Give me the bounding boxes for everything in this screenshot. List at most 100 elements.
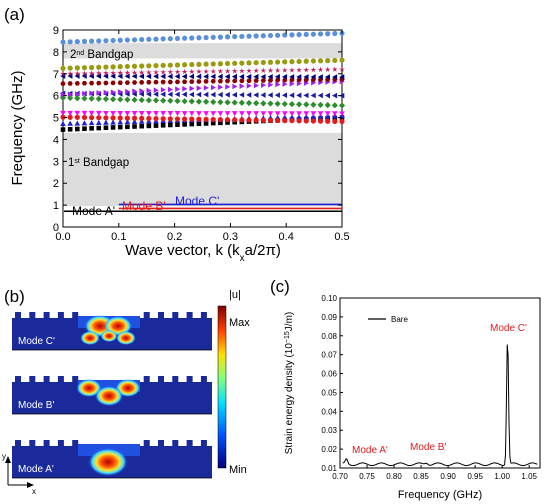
band-point — [325, 31, 331, 37]
band-point — [224, 78, 231, 84]
band-point — [139, 80, 145, 85]
panel-b-label: (b) — [4, 287, 25, 306]
band-point — [160, 79, 166, 85]
band-point — [253, 67, 260, 74]
mode-c-label: Mode C' — [175, 194, 219, 208]
legend-label: Bare — [391, 315, 408, 324]
band-point — [217, 68, 224, 74]
band-point — [217, 91, 223, 98]
band-point — [95, 119, 102, 125]
band-point — [110, 89, 116, 96]
band-point — [267, 59, 274, 65]
band-point — [332, 30, 338, 37]
band-point — [188, 91, 195, 98]
band-point — [117, 80, 123, 85]
band-point — [81, 65, 88, 71]
band-point — [153, 123, 159, 128]
band-point — [246, 117, 252, 123]
band-point — [332, 74, 338, 80]
band-point — [332, 92, 338, 99]
band-point — [238, 99, 245, 106]
band-point — [338, 102, 346, 109]
band-point — [260, 117, 266, 123]
band-point — [96, 115, 102, 121]
y-tick-label: 5 — [53, 113, 59, 125]
band-point — [124, 96, 131, 103]
band-point — [232, 34, 238, 40]
band-point — [339, 118, 345, 125]
band-point — [146, 80, 152, 85]
c-y-tick-label: 0.10 — [321, 294, 337, 303]
band-point — [138, 73, 144, 80]
band-point — [332, 118, 338, 124]
band-point — [281, 111, 288, 117]
band-point — [60, 81, 66, 86]
band-point — [103, 89, 109, 96]
band-point — [296, 32, 302, 38]
band-point — [95, 95, 102, 102]
band-point — [189, 85, 195, 92]
y-tick-label: 2 — [53, 178, 59, 190]
band-point — [139, 63, 145, 69]
band-point — [117, 89, 124, 95]
band-point — [60, 127, 66, 132]
y-tick-label: 0 — [53, 222, 59, 234]
band-point — [239, 33, 245, 40]
band-point — [317, 101, 324, 109]
panel-c-frame — [339, 297, 541, 469]
band-point — [103, 119, 109, 125]
y-tick-label: 7 — [53, 69, 59, 81]
band-point — [146, 123, 152, 129]
band-point — [253, 60, 259, 66]
bandgap-1-label: 1st Bandgap — [68, 157, 129, 169]
band-point — [282, 81, 288, 87]
band-point — [274, 111, 281, 117]
c-y-tick-label: 0.03 — [321, 426, 337, 435]
band-point — [303, 118, 309, 124]
band-point — [253, 92, 259, 98]
colorbar-min-label: Min — [229, 464, 247, 476]
band-point — [145, 97, 152, 104]
band-point — [203, 91, 209, 98]
band-point — [153, 63, 159, 69]
band-point — [160, 122, 166, 128]
band-point — [303, 114, 310, 120]
c-x-tick-label: 0.80 — [386, 472, 402, 481]
bandgap-region-1 — [63, 132, 342, 207]
band-point — [210, 98, 217, 106]
band-point — [110, 115, 116, 121]
band-point — [281, 74, 288, 80]
band-point — [282, 117, 288, 124]
displacement-hotspot — [76, 379, 102, 397]
displacement-hotspot — [116, 331, 136, 345]
mode-shape-3: Mode A' — [12, 440, 212, 479]
colorbar-max-label: Max — [229, 317, 250, 329]
x-tick-label: 0.0 — [55, 231, 70, 243]
band-point — [117, 96, 124, 103]
band-point — [188, 98, 195, 105]
x-tick-label: 0.3 — [223, 231, 238, 243]
band-point — [160, 111, 166, 117]
band-point — [339, 74, 345, 80]
band-point — [253, 117, 259, 123]
band-point — [124, 119, 131, 125]
band-point — [196, 121, 202, 127]
band-point — [146, 111, 152, 117]
band-point — [174, 35, 181, 42]
c-x-tick-label: 0.75 — [359, 472, 375, 481]
band-point — [253, 33, 259, 39]
band-point — [131, 91, 137, 97]
band-point — [146, 36, 152, 42]
band-point — [282, 59, 288, 65]
band-point — [267, 67, 274, 74]
band-series-5 — [59, 94, 346, 109]
band-point — [109, 96, 117, 103]
band-point — [261, 82, 267, 88]
band-point — [117, 37, 123, 43]
x-tick-label: 0.2 — [167, 231, 182, 243]
band-point — [174, 79, 181, 85]
band-point — [103, 80, 109, 86]
y-tick-label: 4 — [53, 134, 59, 146]
band-point — [317, 74, 323, 80]
panel-b-mode-shapes: Mode C' Mode B' Mode A' |u| Max Min y x — [2, 289, 250, 496]
